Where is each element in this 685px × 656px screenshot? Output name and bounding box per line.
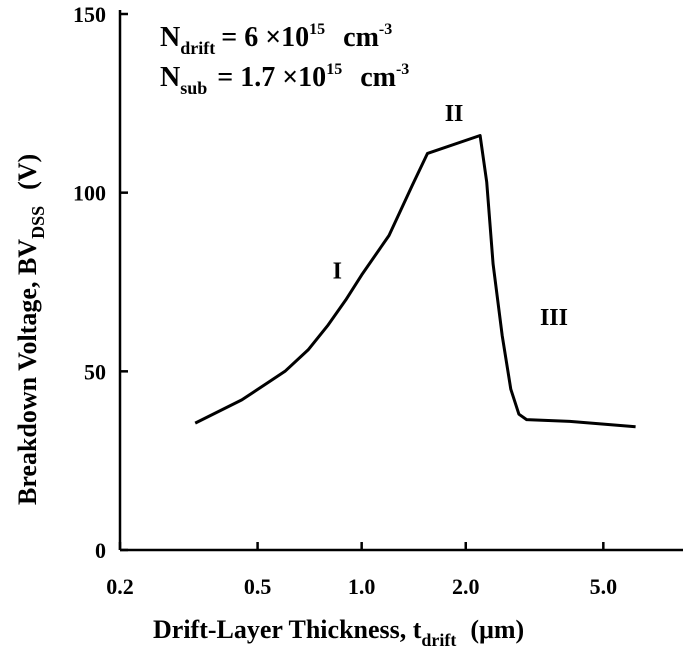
nsub-exp: 15 [326, 61, 342, 78]
x-axis-title-unit: (μm) [470, 615, 524, 644]
y-axis-title-sub: DSS [28, 206, 48, 239]
x-axis-title-sub: drift [421, 630, 456, 650]
y-axis-title-main: Breakdown Voltage, BV [13, 239, 42, 505]
ndrift-symbol: N [160, 22, 180, 53]
nsub-unit: cm [360, 62, 396, 93]
ndrift-exp: 15 [309, 21, 325, 38]
y-tick-label: 50 [84, 359, 106, 384]
annotation-nsub: Nsub = 1.7 ×1015 cm-3 [160, 61, 409, 98]
region-label: I [333, 258, 342, 284]
y-tick-label: 100 [73, 181, 106, 206]
axes [118, 10, 683, 552]
region-label: III [540, 305, 568, 331]
y-axis-title-unit: (V) [13, 154, 42, 190]
ticks: 0 50 100 150 0.2 0.5 1.0 2.0 5.0 [73, 2, 617, 599]
ndrift-unit-exp: -3 [379, 21, 392, 38]
x-tick-label: 2.0 [452, 574, 480, 599]
x-axis-title: Drift-Layer Thickness, tdrift (μm) [153, 615, 524, 650]
x-axis-title-main: Drift-Layer Thickness, t [153, 615, 422, 644]
nsub-sub: sub [180, 78, 207, 98]
series-line [194, 134, 636, 429]
ndrift-sub: drift [180, 38, 215, 58]
x-tick-label: 0.5 [244, 574, 272, 599]
annotation-ndrift: Ndrift = 6 ×1015 cm-3 [160, 21, 392, 58]
nsub-value: = 1.7 ×10 [217, 62, 326, 93]
x-tick-label: 1.0 [348, 574, 376, 599]
region-label: II [445, 101, 464, 127]
nsub-unit-exp: -3 [396, 61, 409, 78]
ndrift-value: = 6 ×10 [221, 22, 309, 53]
nsub-symbol: N [160, 62, 180, 93]
y-tick-label: 0 [95, 538, 106, 563]
x-tick-label: 5.0 [590, 574, 618, 599]
series-layer [194, 134, 636, 429]
y-axis-title: Breakdown Voltage, BVDSS (V) [13, 154, 48, 505]
y-tick-label: 150 [73, 2, 106, 27]
x-tick-label: 0.2 [106, 574, 134, 599]
ndrift-unit: cm [343, 22, 379, 53]
